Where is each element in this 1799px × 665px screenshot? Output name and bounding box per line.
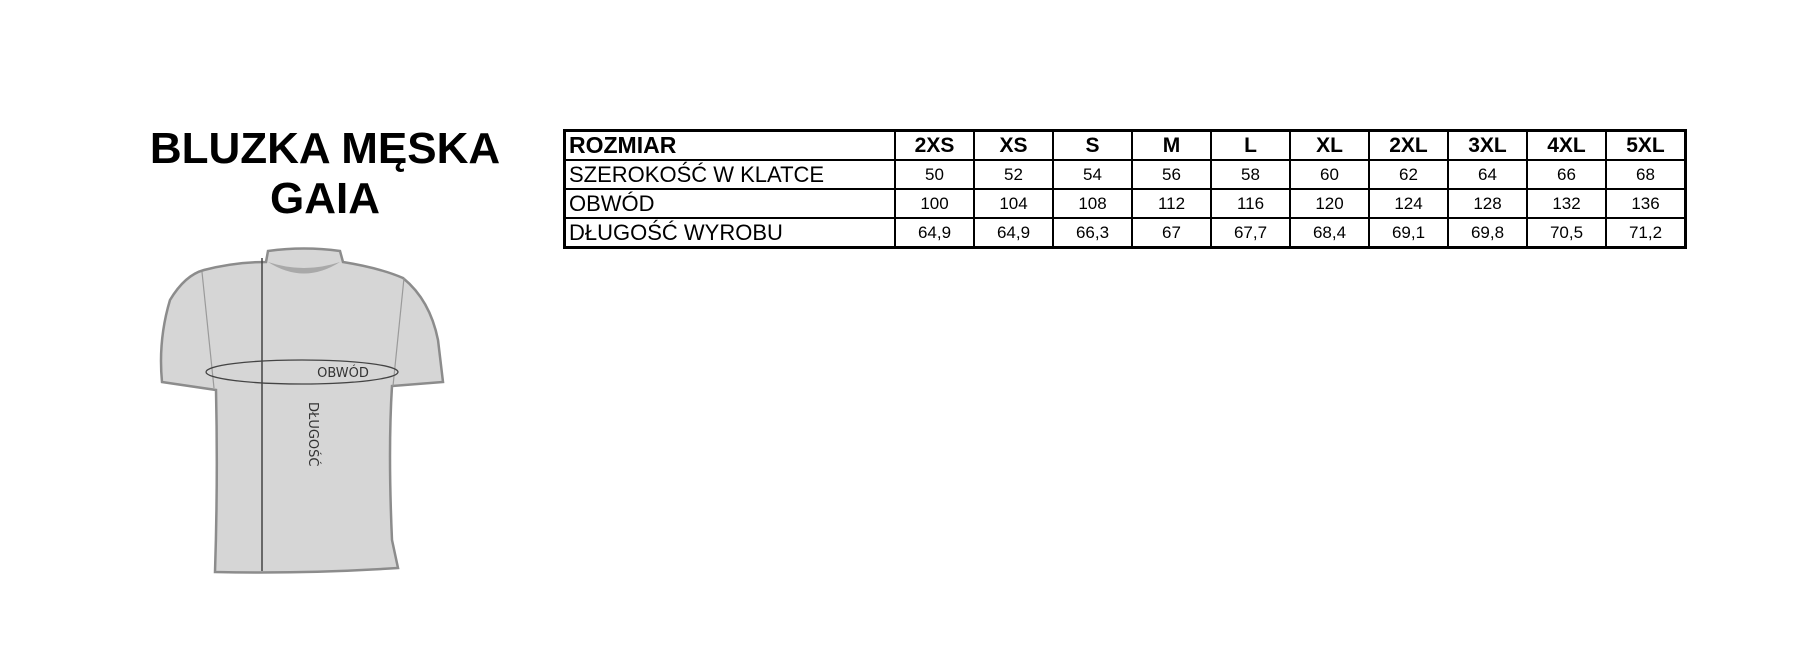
size-chart-table: ROZMIAR 2XS XS S M L XL 2XL 3XL 4XL 5XL … <box>563 129 1687 249</box>
table-cell: 112 <box>1131 188 1212 219</box>
size-header: L <box>1210 129 1291 161</box>
table-cell: 128 <box>1447 188 1528 219</box>
tshirt-body <box>159 247 445 574</box>
size-header: S <box>1052 129 1133 161</box>
table-cell: 58 <box>1210 159 1291 190</box>
table-cell: 132 <box>1526 188 1607 219</box>
product-title: BLUZKA MĘSKA GAIA <box>125 124 525 224</box>
size-header: XL <box>1289 129 1370 161</box>
size-header: 2XS <box>894 129 975 161</box>
table-cell: 56 <box>1131 159 1212 190</box>
tshirt-collar <box>268 262 340 274</box>
table-cell: 64 <box>1447 159 1528 190</box>
table-row: SZEROKOŚĆ W KLATCE 50 52 54 56 58 60 62 64 66 68 <box>563 159 1687 190</box>
table-cell: 52 <box>973 159 1054 190</box>
row-label: DŁUGOŚĆ WYROBU <box>563 217 896 249</box>
circumference-label: OBWÓD <box>317 365 369 381</box>
table-cell: 124 <box>1368 188 1449 219</box>
size-header: 3XL <box>1447 129 1528 161</box>
table-cell: 70,5 <box>1526 217 1607 249</box>
table-cell: 64,9 <box>894 217 975 249</box>
table-row: OBWÓD 100 104 108 112 116 120 124 128 132 136 <box>563 188 1687 219</box>
circumference-ellipse <box>205 359 399 385</box>
sleeve-seam-left <box>201 271 215 389</box>
size-header: 2XL <box>1368 129 1449 161</box>
table-header-row: ROZMIAR 2XS XS S M L XL 2XL 3XL 4XL 5XL <box>563 129 1687 161</box>
table-cell: 120 <box>1289 188 1370 219</box>
table-cell: 71,2 <box>1605 217 1687 249</box>
length-label: DŁUGOŚĆ <box>305 402 321 466</box>
row-label: OBWÓD <box>563 188 896 219</box>
tshirt-measurement-diagram: OBWÓD DŁUGOŚĆ <box>159 247 445 574</box>
table-cell: 50 <box>894 159 975 190</box>
table-cell: 67 <box>1131 217 1212 249</box>
size-header: 4XL <box>1526 129 1607 161</box>
table-cell: 54 <box>1052 159 1133 190</box>
table-cell: 116 <box>1210 188 1291 219</box>
table-cell: 60 <box>1289 159 1370 190</box>
header-label: ROZMIAR <box>563 129 896 161</box>
table-cell: 67,7 <box>1210 217 1291 249</box>
table-cell: 68,4 <box>1289 217 1370 249</box>
size-header: M <box>1131 129 1212 161</box>
table-cell: 62 <box>1368 159 1449 190</box>
table-cell: 108 <box>1052 188 1133 219</box>
table-cell: 66,3 <box>1052 217 1133 249</box>
title-line-1: BLUZKA MĘSKA <box>149 124 501 173</box>
table-cell: 136 <box>1605 188 1687 219</box>
table-cell: 66 <box>1526 159 1607 190</box>
size-header: XS <box>973 129 1054 161</box>
table-cell: 69,1 <box>1368 217 1449 249</box>
table-cell: 64,9 <box>973 217 1054 249</box>
table-cell: 69,8 <box>1447 217 1528 249</box>
title-line-2: GAIA <box>270 174 380 223</box>
size-header: 5XL <box>1605 129 1687 161</box>
table-cell: 100 <box>894 188 975 219</box>
table-row: DŁUGOŚĆ WYROBU 64,9 64,9 66,3 67 67,7 68,4 69,1… <box>563 217 1687 249</box>
table-cell: 104 <box>973 188 1054 219</box>
row-label: SZEROKOŚĆ W KLATCE <box>563 159 896 190</box>
sleeve-seam-right <box>392 277 405 387</box>
table-cell: 68 <box>1605 159 1687 190</box>
